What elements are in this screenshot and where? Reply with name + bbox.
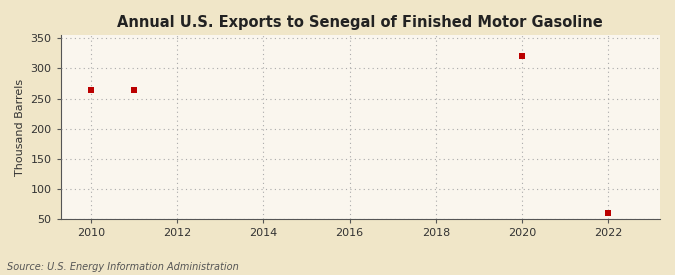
Point: [129, 87, 140, 92]
Text: Source: U.S. Energy Information Administration: Source: U.S. Energy Information Administ…: [7, 262, 238, 272]
Point: [516, 54, 527, 59]
Point: [86, 87, 97, 92]
Y-axis label: Thousand Barrels: Thousand Barrels: [15, 79, 25, 176]
Point: [603, 211, 614, 215]
Title: Annual U.S. Exports to Senegal of Finished Motor Gasoline: Annual U.S. Exports to Senegal of Finish…: [117, 15, 603, 30]
